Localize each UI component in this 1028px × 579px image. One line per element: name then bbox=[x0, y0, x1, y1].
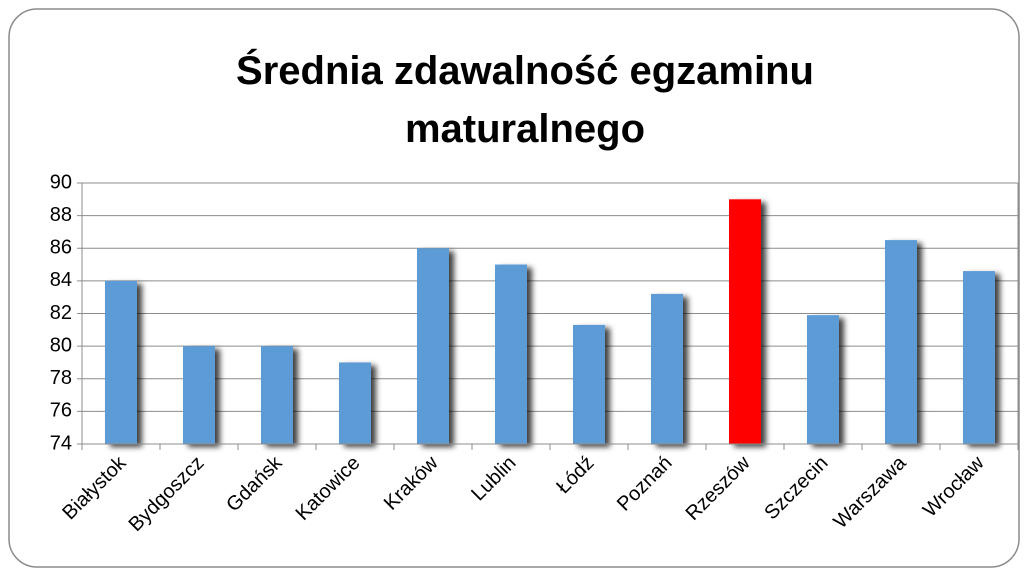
y-tick-label: 80 bbox=[50, 334, 72, 356]
bar bbox=[105, 280, 137, 444]
bar bbox=[339, 362, 371, 444]
bar bbox=[729, 199, 761, 444]
bar bbox=[495, 264, 527, 444]
y-tick-label: 82 bbox=[50, 302, 72, 324]
bar bbox=[261, 346, 293, 444]
y-tick-label: 84 bbox=[50, 269, 72, 291]
bar bbox=[417, 248, 449, 444]
bar bbox=[183, 346, 215, 444]
bar bbox=[963, 271, 995, 444]
bar bbox=[885, 240, 917, 444]
chart-title: Średnia zdawalność egzaminu bbox=[236, 47, 814, 93]
bar bbox=[651, 293, 683, 444]
y-tick-label: 74 bbox=[50, 432, 72, 454]
y-tick-label: 78 bbox=[50, 367, 72, 389]
y-tick-label: 76 bbox=[50, 400, 72, 422]
y-tick-label: 90 bbox=[50, 171, 72, 193]
chart-title: maturalnego bbox=[405, 107, 645, 151]
bar bbox=[573, 324, 605, 444]
bar bbox=[807, 315, 839, 444]
y-tick-label: 86 bbox=[50, 237, 72, 259]
y-tick-label: 88 bbox=[50, 204, 72, 226]
